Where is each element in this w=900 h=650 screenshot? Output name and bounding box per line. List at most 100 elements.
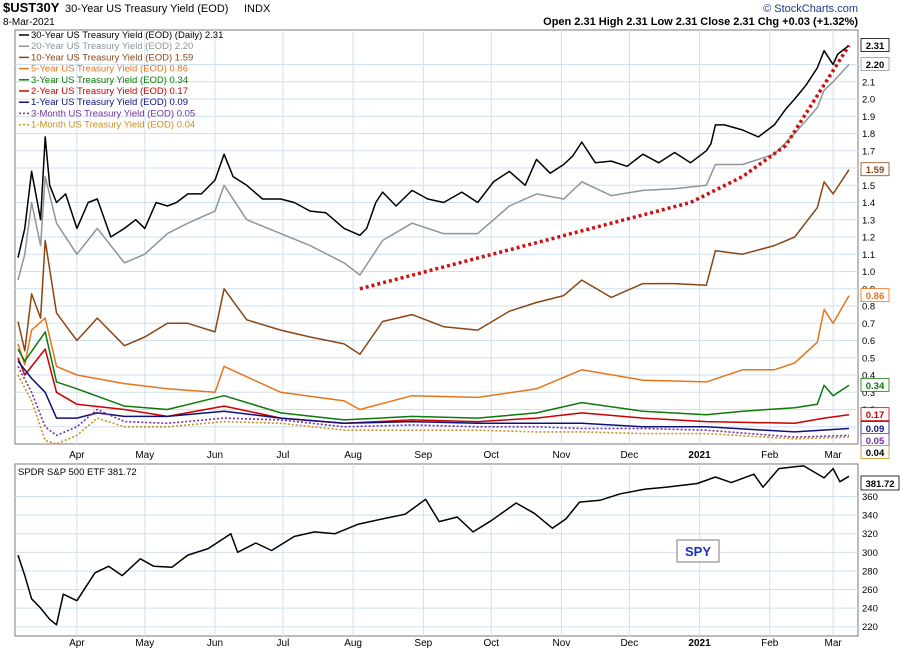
chart-date: 8-Mar-2021 xyxy=(3,17,55,28)
legend-entry: 10-Year US Treasury Yield (EOD) 1.59 xyxy=(31,52,193,63)
y-tick-label: 340 xyxy=(862,511,878,522)
price-tag-box xyxy=(860,445,890,459)
x-tick-label: Jul xyxy=(277,638,290,649)
legend-entry: 1-Year US Treasury Yield (EOD) 0.09 xyxy=(31,97,188,108)
y-tick-label: 1.1 xyxy=(862,250,875,261)
chart-symbol: $UST30Y xyxy=(3,0,60,15)
chart-description: 30-Year US Treasury Yield (EOD) xyxy=(65,3,228,15)
legend-entry: 1-Month US Treasury Yield (EOD) 0.04 xyxy=(31,120,195,131)
spy-panel-frame xyxy=(14,463,859,637)
x-tick-label: 2021 xyxy=(688,638,711,649)
x-tick-label: Nov xyxy=(553,450,571,461)
x-tick-label: Jun xyxy=(207,450,223,461)
series-line-7 xyxy=(17,360,850,433)
y-tick-label: 0.7 xyxy=(862,319,875,330)
y-tick-label: 300 xyxy=(862,548,878,559)
x-tick-label: Mar xyxy=(825,638,843,649)
legend-entry: 5-Year US Treasury Yield (EOD) 0.86 xyxy=(31,64,188,75)
yield-panel: 0.10.20.30.40.50.60.70.80.91.01.11.21.31… xyxy=(14,29,890,459)
spy-x-ticks: Apr May Jun Jul Aug Sep Oct Nov Dec 2021 Feb Mar xyxy=(69,638,842,649)
price-tag-box xyxy=(860,407,890,422)
y-tick-label: 260 xyxy=(862,585,878,596)
y-tick-label: 320 xyxy=(862,529,878,540)
y-tick-label: 280 xyxy=(862,566,878,577)
series-line-9 xyxy=(17,374,850,445)
price-tag-label: 0.09 xyxy=(866,424,885,435)
spy-series xyxy=(17,465,850,626)
price-tag-box xyxy=(860,377,890,392)
series-line-8 xyxy=(17,366,850,438)
y-tick-label: 1.9 xyxy=(862,112,875,123)
y-tick-label: 220 xyxy=(862,622,878,633)
series-line-2 xyxy=(17,63,850,281)
series-line-1 xyxy=(17,465,850,626)
x-tick-label: Feb xyxy=(761,450,779,461)
y-tick-label: 240 xyxy=(862,604,878,615)
y-tick-label: 0.5 xyxy=(862,353,875,364)
x-tick-label: Apr xyxy=(69,450,85,461)
spy-price-tag: 381.72 xyxy=(860,475,900,491)
spy-legend: SPDR S&P 500 ETF 381.72 xyxy=(18,467,137,478)
y-tick-label: 1.4 xyxy=(862,198,875,209)
y-tick-label: 2.0 xyxy=(862,95,875,106)
yield-x-ticks: Apr May Jun Jul Aug Sep Oct Nov Dec 2021 Feb Mar xyxy=(69,450,842,461)
series-line-5 xyxy=(17,331,850,421)
y-tick-label: 0.8 xyxy=(862,302,875,313)
legend-entry: 30-Year US Treasury Yield (EOD) (Daily) … xyxy=(31,30,223,41)
x-tick-label: 2021 xyxy=(688,450,711,461)
spy-price-tag-label: 381.72 xyxy=(865,479,894,490)
chart-exchange: INDX xyxy=(244,3,271,15)
yield-legend: 30-Year US Treasury Yield (EOD) (Daily) … xyxy=(19,30,223,131)
yield-price-tags: 2.31 2.20 1.59 0.86 0.34 0.17 0.090.050.04 xyxy=(860,38,890,459)
series-line-3 xyxy=(17,169,850,356)
x-tick-label: Oct xyxy=(483,450,499,461)
quote-summary: Open 2.31 High 2.31 Low 2.31 Close 2.31 … xyxy=(543,16,858,28)
yield-series xyxy=(17,44,850,445)
x-tick-label: Sep xyxy=(414,450,432,461)
y-tick-label: 1.3 xyxy=(862,215,875,226)
x-tick-label: May xyxy=(135,638,154,649)
spy-annotation: SPY xyxy=(685,544,711,559)
price-tag-box xyxy=(860,162,890,177)
x-tick-label: Nov xyxy=(553,638,571,649)
spy-panel: 220 240 260 280 300 320 340 360 SPDR S&P 500 ET… xyxy=(14,463,900,637)
x-tick-label: Apr xyxy=(69,638,85,649)
price-tag-box xyxy=(860,288,890,303)
y-tick-label: 1.2 xyxy=(862,233,875,244)
y-tick-label: 1.8 xyxy=(862,129,875,140)
x-tick-label: Feb xyxy=(761,638,779,649)
price-tag-label: 0.34 xyxy=(866,381,885,392)
x-tick-label: Oct xyxy=(483,638,499,649)
legend-entry: 2-Year US Treasury Yield (EOD) 0.17 xyxy=(31,86,188,97)
spy-annotation-box: SPY xyxy=(676,539,720,563)
legend-entry: 3-Year US Treasury Yield (EOD) 0.34 xyxy=(31,75,188,86)
series-line-1 xyxy=(17,44,850,258)
x-tick-label: Jun xyxy=(207,638,223,649)
y-tick-label: 1.0 xyxy=(862,267,875,278)
x-tick-label: Mar xyxy=(825,450,843,461)
y-tick-label: 0.4 xyxy=(862,371,875,382)
legend-entry: 3-Month US Treasury Yield (EOD) 0.05 xyxy=(31,108,195,119)
price-tag-label: 0.04 xyxy=(866,448,885,459)
x-tick-label: Aug xyxy=(344,638,362,649)
x-tick-label: Aug xyxy=(344,450,362,461)
y-tick-label: 1.5 xyxy=(862,181,875,192)
legend-entry: 20-Year US Treasury Yield (EOD) 2.20 xyxy=(31,41,193,52)
x-tick-label: Dec xyxy=(620,638,638,649)
spy-grid xyxy=(15,464,858,636)
price-tag-label: 1.59 xyxy=(866,165,885,176)
price-tag-label: 0.05 xyxy=(866,436,885,447)
price-tag-box xyxy=(860,57,890,71)
watermark: © StockCharts.com xyxy=(763,3,858,15)
price-tag-label: 0.17 xyxy=(866,410,885,421)
series-line-4 xyxy=(17,295,850,411)
x-tick-label: Jul xyxy=(277,450,290,461)
spy-y-ticks: 220 240 260 280 300 320 340 360 xyxy=(862,492,878,633)
price-tag-label: 2.20 xyxy=(866,60,885,71)
yield-y-ticks: 0.10.20.30.40.50.60.70.80.91.01.11.21.31… xyxy=(862,60,875,433)
x-tick-label: May xyxy=(135,450,154,461)
y-tick-label: 0.6 xyxy=(862,336,875,347)
trendline xyxy=(359,44,851,291)
y-tick-label: 360 xyxy=(862,492,878,503)
